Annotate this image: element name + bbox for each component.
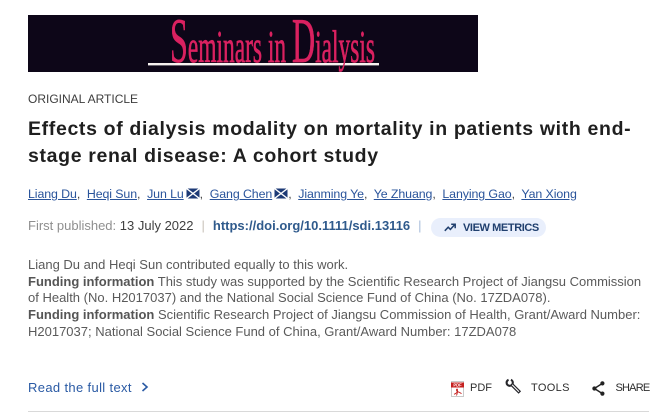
- svg-text:PDF: PDF: [453, 382, 462, 387]
- svg-text:Seminars in Dialysis: Seminars in Dialysis: [170, 15, 375, 72]
